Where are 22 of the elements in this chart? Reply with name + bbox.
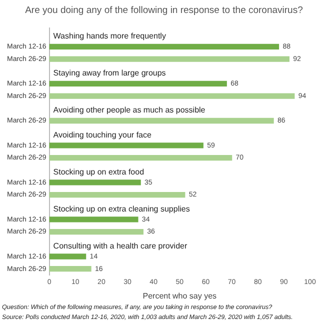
bar bbox=[49, 56, 290, 62]
bar bbox=[49, 118, 274, 124]
y-tick-label: Washing hands more frequently bbox=[53, 32, 166, 41]
y-tick-label: Avoiding other people as much as possible bbox=[53, 106, 206, 115]
y-tick-label: Stocking up on extra cleaning supplies bbox=[53, 204, 190, 214]
bar bbox=[49, 228, 144, 235]
bar bbox=[49, 266, 92, 272]
bar bbox=[49, 93, 295, 99]
bar bbox=[49, 180, 141, 186]
bar bbox=[49, 192, 186, 198]
x-axis-title: Percent who say yes bbox=[142, 291, 217, 300]
y-tick-label: Staying away from large groups bbox=[53, 68, 166, 78]
y-tick-label: Avoiding touching your face bbox=[53, 130, 152, 140]
bar bbox=[49, 44, 280, 50]
y-tick-label: Consulting with a health care provider bbox=[53, 241, 188, 250]
bar bbox=[49, 142, 204, 148]
bar bbox=[49, 80, 227, 87]
bar bbox=[49, 254, 86, 260]
bar bbox=[49, 154, 232, 161]
bar bbox=[49, 216, 138, 222]
chart-title: Are you doing any of the following in response to the coronavirus? bbox=[24, 4, 304, 18]
y-tick-label: Stocking up on extra food bbox=[53, 167, 144, 176]
